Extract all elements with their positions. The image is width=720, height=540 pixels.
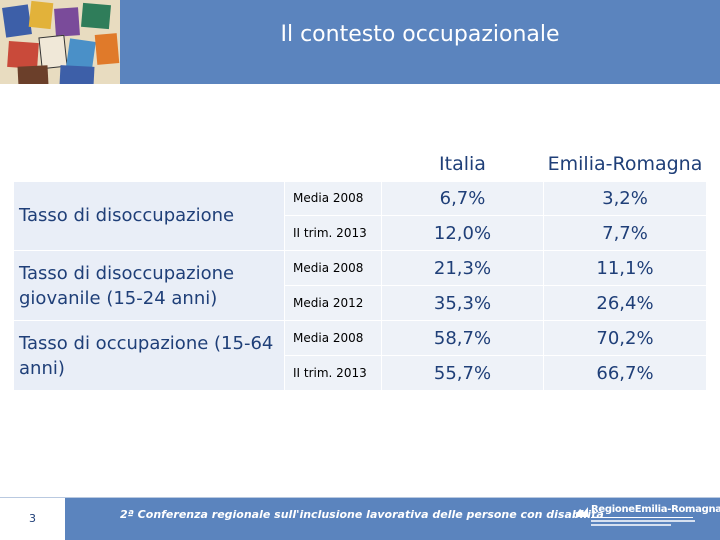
logo-subtitle-lines <box>591 520 695 528</box>
table-row: Tasso di occupazione (15-64 anni) Media … <box>13 320 707 391</box>
region-logo-name: RegioneEmilia-Romagna <box>591 504 720 515</box>
value-italia: 35,3% <box>381 285 544 321</box>
period-label: II trim. 2013 <box>284 215 382 251</box>
period-label: Media 2008 <box>284 180 382 216</box>
table-corner-cell <box>284 148 382 182</box>
value-emilia-romagna: 70,2% <box>543 320 707 356</box>
table-row: Tasso di disoccupazione Media 2008 6,7% … <box>13 180 707 251</box>
table-row: Tasso di disoccupazione giovanile (15-24… <box>13 250 707 321</box>
value-emilia-romagna: 11,1% <box>543 250 707 286</box>
indicator-label: Tasso di occupazione (15-64 anni) <box>13 320 285 391</box>
indicator-label: Tasso di disoccupazione <box>13 180 285 251</box>
period-label: Media 2008 <box>284 320 382 356</box>
table-row: Media 2012 35,3% 26,4% <box>14 285 707 321</box>
value-italia: 55,7% <box>381 355 544 391</box>
value-emilia-romagna: 66,7% <box>543 355 707 391</box>
slide-header <box>0 0 720 84</box>
slide-title: Il contesto occupazionale <box>280 22 560 47</box>
period-label: II trim. 2013 <box>284 355 382 391</box>
slide-footer <box>0 498 720 540</box>
value-emilia-romagna: 26,4% <box>543 285 707 321</box>
table-row: II trim. 2013 55,7% 66,7% <box>14 355 707 391</box>
column-header-italia: Italia <box>381 148 544 182</box>
value-italia: 58,7% <box>381 320 544 356</box>
table-row: II trim. 2013 12,0% 7,7% <box>14 215 707 251</box>
region-logo-icon <box>576 507 588 517</box>
region-logo: RegioneEmilia-Romagna <box>575 504 720 534</box>
table-corner-cell <box>13 148 285 182</box>
header-illustration <box>0 0 120 84</box>
value-emilia-romagna: 3,2% <box>543 180 707 216</box>
value-italia: 12,0% <box>381 215 544 251</box>
column-header-emilia-romagna: Emilia-Romagna <box>543 148 707 182</box>
period-label: Media 2008 <box>284 250 382 286</box>
table-header-row: Italia Emilia-Romagna <box>13 148 707 182</box>
period-label: Media 2012 <box>284 285 382 321</box>
logo-rule <box>591 517 693 518</box>
page-number: 3 <box>0 498 65 540</box>
footer-conference-text: 2ª Conferenza regionale sull'inclusione … <box>120 508 604 521</box>
value-italia: 21,3% <box>381 250 544 286</box>
value-italia: 6,7% <box>381 180 544 216</box>
employment-table: Italia Emilia-Romagna Tasso di disoccupa… <box>13 148 707 391</box>
footer-divider <box>0 497 720 498</box>
indicator-label: Tasso di disoccupazione giovanile (15-24… <box>13 250 285 321</box>
value-emilia-romagna: 7,7% <box>543 215 707 251</box>
